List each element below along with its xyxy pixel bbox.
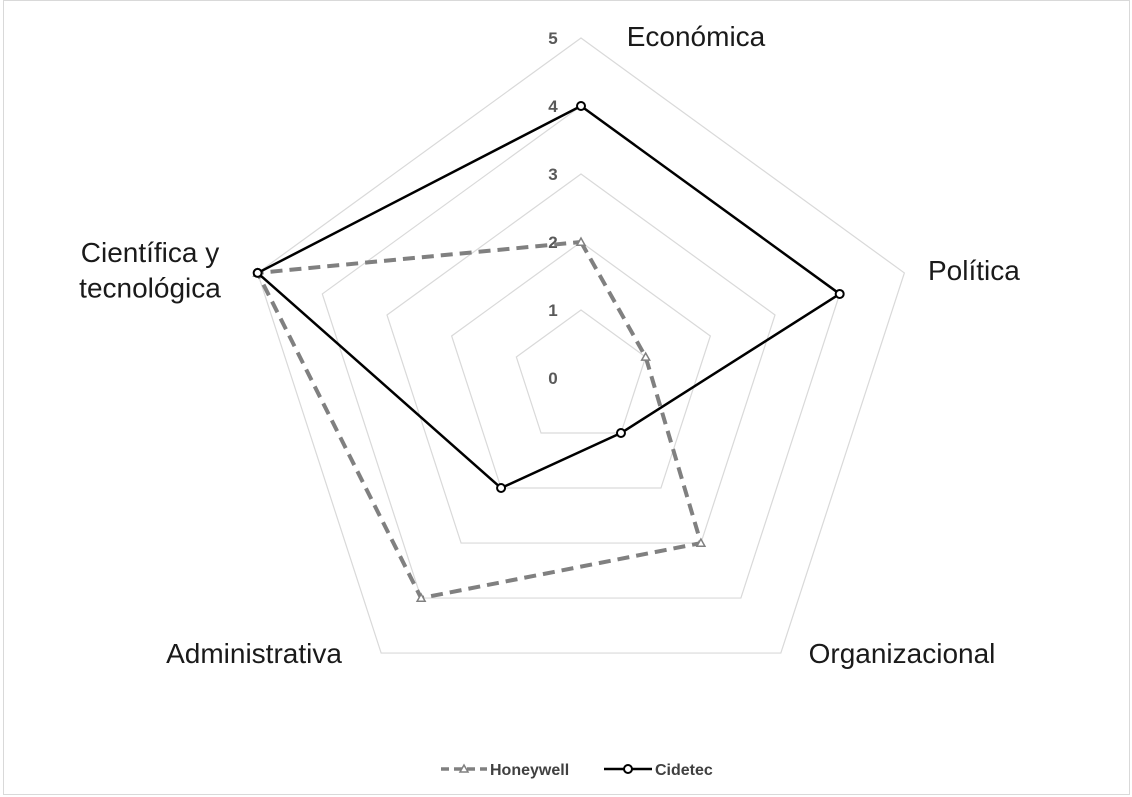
series-line (256, 104, 841, 490)
axis-label-line: Científica y (81, 237, 220, 268)
tick-label: 3 (548, 165, 557, 184)
series-cidetec (252, 101, 845, 494)
data-point (496, 483, 507, 494)
series-line (255, 240, 703, 601)
axis-label: Organizacional (809, 638, 996, 669)
legend-label: Cidetec (655, 762, 713, 779)
axis-label-line: tecnológica (79, 273, 221, 304)
data-point (252, 267, 263, 278)
axis-label-line: Organizacional (809, 638, 996, 669)
axis-label: Administrativa (166, 638, 342, 669)
data-point (415, 592, 427, 603)
tick-label: 0 (548, 369, 557, 388)
data-point (575, 236, 587, 246)
axis-labels: Económica Política Organizacional Administr… (79, 21, 1020, 669)
grid-ring-1 (515, 309, 647, 434)
axis-label: Científica y tecnológica (79, 237, 221, 304)
grid-ring-3 (386, 173, 776, 544)
data-point (834, 288, 845, 299)
grid-ring-5 (256, 37, 906, 654)
tick-label: 5 (548, 29, 557, 48)
data-point (640, 351, 651, 361)
grid-ring-2 (450, 241, 712, 489)
series-group (252, 101, 845, 603)
radar-grid (256, 37, 906, 654)
legend-label: Honeywell (490, 762, 569, 779)
legend-item-honeywell: Honeywell (441, 762, 569, 779)
chart-frame (3, 0, 1130, 795)
legend-marker (623, 764, 633, 774)
radial-tick-labels: 0 1 2 3 4 5 (548, 29, 558, 388)
axis-label-line: Económica (627, 21, 766, 52)
data-point (615, 428, 626, 439)
tick-label: 4 (548, 97, 558, 116)
data-point (576, 101, 586, 111)
axis-label: Económica (627, 21, 766, 52)
tick-label: 1 (548, 301, 557, 320)
axis-label: Política (928, 255, 1020, 286)
grid-ring-4 (321, 105, 841, 599)
legend-marker (458, 763, 470, 773)
data-point (695, 537, 707, 547)
legend: Honeywell Cidetec (441, 762, 713, 779)
tick-label: 2 (548, 233, 557, 252)
legend-item-cidetec: Cidetec (604, 762, 713, 779)
axis-label-line: Política (928, 255, 1020, 286)
axis-label-line: Administrativa (166, 638, 342, 669)
